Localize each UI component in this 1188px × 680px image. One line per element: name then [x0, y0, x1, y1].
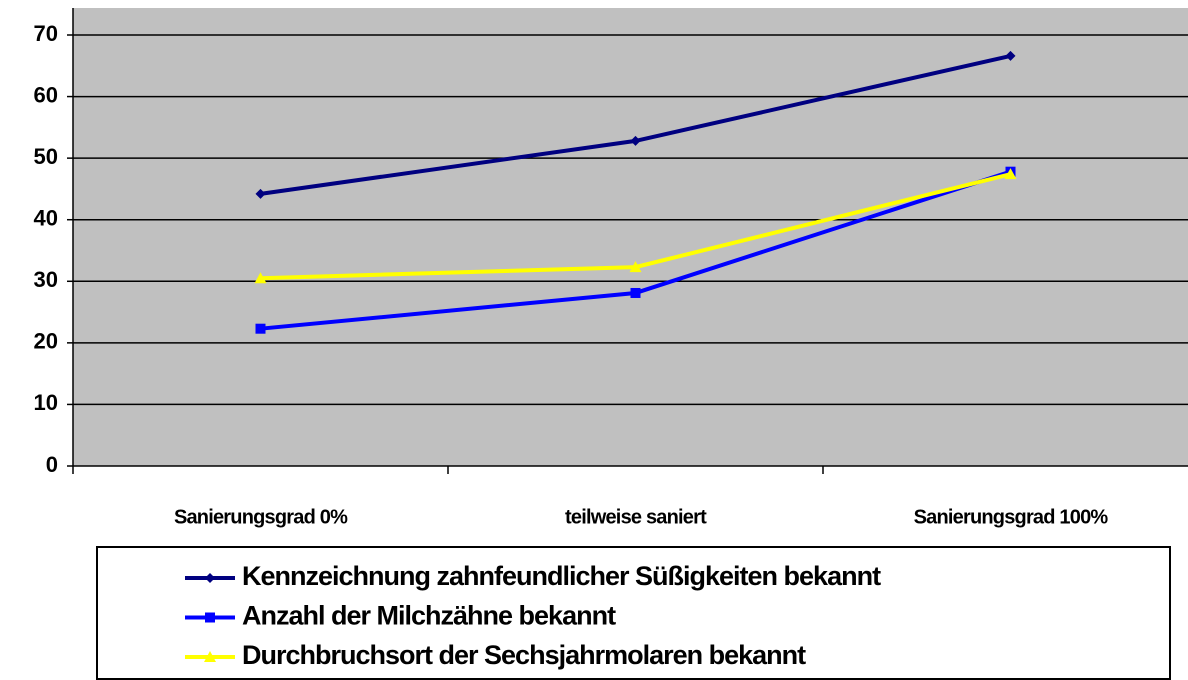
legend-label: Kennzeichnung zahnfeundlicher Süßigkeite…: [242, 561, 881, 591]
legend-box: [96, 546, 1171, 680]
marker: [204, 651, 216, 662]
marker: [205, 612, 215, 623]
marker: [630, 287, 641, 298]
y-tick-label: 30: [34, 267, 58, 292]
y-tick-label: 0: [46, 452, 58, 477]
legend-label: Anzahl der Milchzähne bekannt: [242, 601, 616, 631]
marker: [1004, 168, 1017, 180]
y-tick-label: 50: [34, 144, 58, 169]
y-tick-label: 40: [34, 206, 58, 231]
y-tick-label: 70: [34, 21, 58, 46]
x-tick-label: Sanierungsgrad 0%: [174, 506, 348, 528]
marker: [1005, 50, 1016, 61]
y-tick-label: 20: [34, 329, 58, 354]
x-tick-label: Sanierungsgrad 100%: [914, 506, 1109, 528]
y-tick-label: 60: [34, 82, 58, 107]
x-tick-label: teilweise saniert: [565, 506, 707, 528]
marker: [255, 188, 266, 199]
marker: [254, 272, 267, 284]
legend-label: Durchbruchsort der Sechsjahrmolaren beka…: [242, 640, 806, 670]
plot-area: [73, 8, 1188, 466]
marker: [630, 135, 641, 146]
marker: [205, 573, 215, 583]
marker: [255, 323, 266, 334]
marker: [629, 261, 642, 273]
y-tick-label: 10: [34, 390, 58, 415]
